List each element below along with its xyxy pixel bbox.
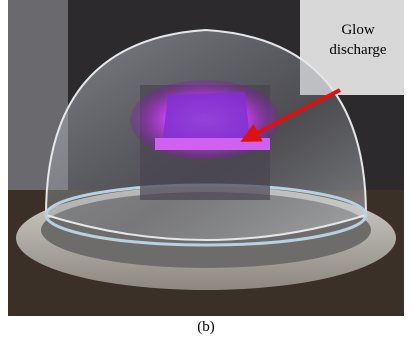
photo: Glow discharge (8, 0, 404, 316)
page: {"annotation": {"lines": ["Glow", "disch… (0, 0, 412, 340)
electrode (162, 92, 250, 145)
annotation-line: discharge (329, 42, 387, 58)
glow-plate (155, 138, 270, 150)
caption: (b) (197, 319, 215, 335)
figure: Glow discharge (b) (0, 0, 412, 340)
annotation-line: Glow (341, 22, 375, 38)
